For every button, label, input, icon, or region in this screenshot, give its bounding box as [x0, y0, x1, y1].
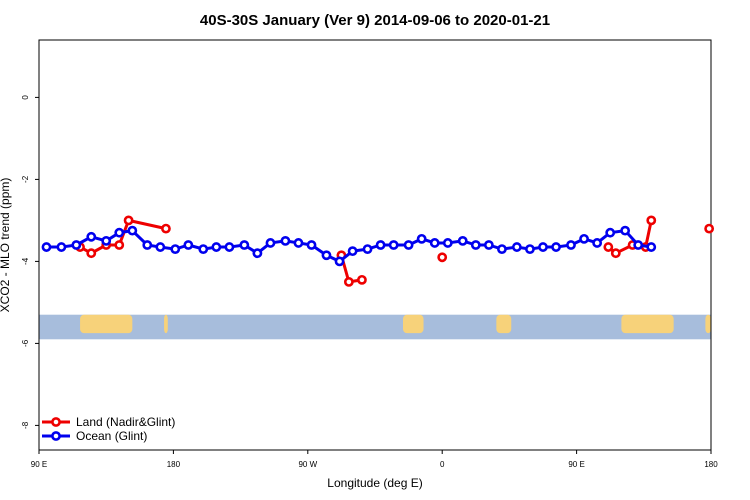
data-point	[538, 242, 548, 252]
data-point	[347, 246, 358, 257]
data-point	[123, 215, 134, 226]
data-point	[86, 231, 97, 242]
data-point	[56, 242, 67, 252]
y-tick-label: -6	[21, 339, 30, 347]
legend-label: Land (Nadir&Glint)	[76, 415, 175, 429]
data-point	[343, 276, 354, 287]
data-point	[620, 225, 631, 236]
data-point	[566, 240, 576, 250]
data-point	[646, 242, 657, 252]
data-point	[579, 233, 589, 244]
data-point	[525, 244, 535, 254]
data-point	[161, 223, 171, 234]
x-tick-label: 180	[167, 460, 181, 469]
x-tick-label: 90 E	[568, 460, 584, 469]
data-point	[265, 238, 276, 248]
data-point	[403, 240, 414, 250]
series-layer	[41, 215, 715, 287]
data-point	[610, 248, 621, 259]
data-point	[211, 242, 222, 252]
data-point	[239, 240, 250, 250]
x-tick-label: 90 W	[298, 460, 317, 469]
data-point	[170, 244, 181, 254]
series-ocean	[41, 225, 657, 267]
y-axis: 0 -2 -4 -6 -8	[21, 95, 39, 429]
data-point	[470, 240, 481, 250]
data-point	[442, 238, 453, 248]
land-region-new-zealand	[705, 314, 711, 334]
legend-marker	[51, 431, 61, 441]
x-tick-label: 90 E	[31, 460, 47, 469]
y-tick-label: -8	[21, 421, 30, 429]
land-region-australia	[621, 314, 674, 334]
data-point	[646, 215, 657, 226]
legend-label: Ocean (Glint)	[76, 429, 147, 443]
land-region-new-zealand	[164, 314, 168, 334]
data-point	[306, 240, 317, 250]
legend-marker	[51, 417, 61, 427]
data-point	[334, 256, 345, 267]
data-point	[497, 244, 507, 254]
data-point	[321, 250, 332, 261]
y-tick-label: -4	[21, 257, 30, 265]
data-point	[375, 240, 386, 250]
ocean-band	[39, 314, 711, 340]
data-point	[511, 242, 522, 252]
chart-title: 40S-30S January (Ver 9) 2014-09-06 to 20…	[200, 12, 550, 29]
data-point	[155, 242, 166, 252]
x-axis: 90 E 180 90 W 0 90 E 180	[31, 450, 718, 469]
data-point	[357, 274, 367, 285]
data-point	[280, 235, 291, 246]
y-tick-label: -2	[21, 175, 30, 183]
data-point	[633, 240, 644, 250]
data-point	[416, 233, 427, 244]
series-land	[75, 215, 715, 287]
data-point	[704, 223, 715, 234]
data-point	[293, 238, 304, 248]
data-point	[114, 240, 125, 250]
data-point	[142, 240, 153, 250]
data-point	[71, 240, 82, 250]
data-point	[252, 248, 263, 259]
data-point	[457, 235, 468, 246]
y-tick-label: 0	[21, 95, 30, 100]
x-axis-title: Longitude (deg E)	[327, 476, 422, 490]
legend: Land (Nadir&Glint)Ocean (Glint)	[42, 415, 175, 443]
y-axis-title: XCO2 - MLO trend (ppm)	[0, 178, 12, 313]
data-point	[605, 227, 616, 238]
data-point	[183, 240, 194, 250]
data-point	[551, 242, 561, 252]
data-point	[224, 242, 235, 252]
plot-frame	[38, 39, 712, 451]
data-point	[429, 238, 440, 248]
data-point	[603, 242, 614, 252]
land-region-africa	[496, 314, 512, 334]
data-point	[388, 240, 399, 250]
data-point	[101, 235, 112, 246]
land-region-south-america	[403, 314, 424, 334]
data-point	[114, 227, 125, 238]
data-point	[41, 242, 52, 252]
data-point	[437, 252, 448, 263]
x-tick-label: 180	[704, 460, 718, 469]
data-point	[127, 225, 138, 236]
data-point	[86, 248, 97, 259]
data-point	[198, 244, 209, 254]
data-point	[592, 238, 603, 248]
x-tick-label: 0	[440, 460, 445, 469]
data-point	[483, 240, 494, 250]
land-region-australia	[80, 314, 133, 334]
data-point	[362, 244, 373, 254]
map-strip	[39, 314, 711, 340]
